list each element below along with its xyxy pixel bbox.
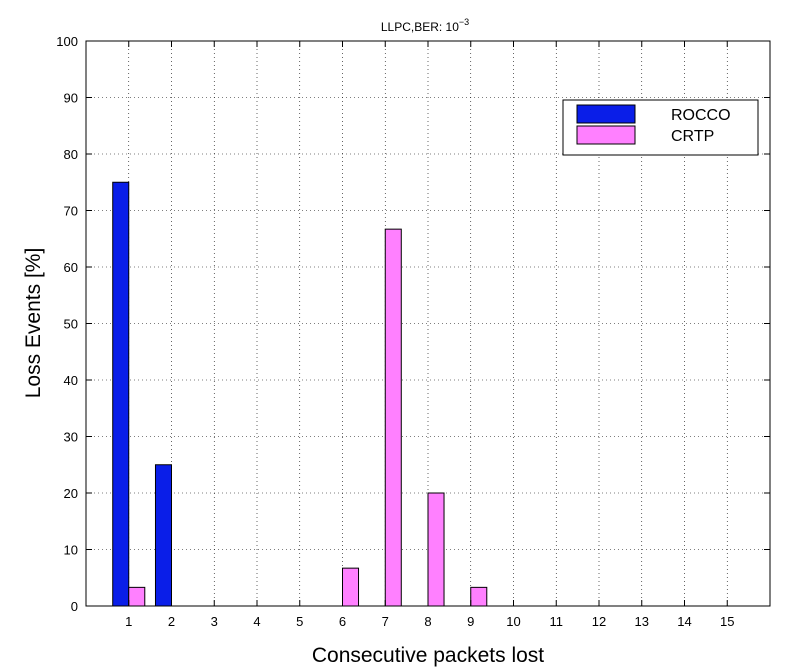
- y-tick-label: 60: [64, 260, 78, 275]
- bar-crtp-7: [384, 228, 402, 607]
- bar-rocco-2: [154, 464, 172, 607]
- y-tick-label: 50: [64, 317, 78, 332]
- legend: ROCCO CRTP: [562, 99, 759, 156]
- chart-title: LLPC,BER: 10−3: [381, 17, 469, 34]
- x-tick-label: 2: [168, 614, 175, 629]
- bar-crtp-6: [342, 567, 360, 607]
- legend-swatch-rocco: [576, 104, 636, 124]
- y-tick-label: 0: [71, 599, 78, 614]
- x-tick-label: 12: [592, 614, 606, 629]
- x-axis-label: Consecutive packets lost: [312, 644, 544, 667]
- x-tick-label: 15: [720, 614, 734, 629]
- x-tick-label: 7: [382, 614, 389, 629]
- chart-title-superscript: −3: [459, 17, 469, 27]
- x-tick-label: 5: [296, 614, 303, 629]
- legend-swatch-crtp: [576, 125, 636, 145]
- y-tick-label: 80: [64, 147, 78, 162]
- y-tick-label: 70: [64, 204, 78, 219]
- y-tick-label: 100: [56, 34, 78, 49]
- x-tick-label: 11: [550, 614, 564, 629]
- y-tick-label: 30: [64, 430, 78, 445]
- x-tick-label: 4: [253, 614, 260, 629]
- y-axis-label: Loss Events [%]: [22, 248, 45, 399]
- y-tick-label: 90: [64, 91, 78, 106]
- bar-crtp-8: [427, 492, 445, 607]
- x-tick-label: 13: [635, 614, 649, 629]
- y-tick-label: 20: [64, 486, 78, 501]
- x-tick-label: 8: [424, 614, 431, 629]
- bar-rocco-1: [112, 181, 130, 607]
- x-tick-label: 14: [677, 614, 691, 629]
- x-tick-label: 10: [506, 614, 520, 629]
- x-tick-label: 9: [467, 614, 474, 629]
- x-tick-label: 6: [339, 614, 346, 629]
- chart-title-main: LLPC,BER: 10: [381, 20, 459, 34]
- bar-crtp-9: [470, 586, 488, 607]
- legend-label-rocco: ROCCO: [671, 107, 731, 124]
- bar-crtp-1: [128, 586, 146, 607]
- y-tick-label: 10: [64, 543, 78, 558]
- x-tick-label: 3: [211, 614, 218, 629]
- legend-label-crtp: CRTP: [671, 128, 714, 145]
- x-tick-label: 1: [125, 614, 132, 629]
- y-tick-label: 40: [64, 373, 78, 388]
